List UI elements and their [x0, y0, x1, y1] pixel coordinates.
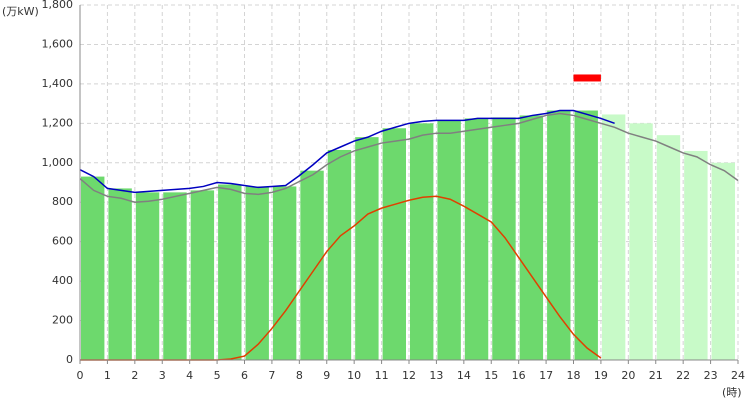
- x-tick-label: 9: [323, 369, 330, 382]
- bar: [464, 118, 489, 361]
- y-tick-label: 800: [52, 195, 73, 208]
- x-tick-label: 15: [484, 369, 498, 382]
- x-tick-label: 19: [594, 369, 608, 382]
- y-tick-label: 1,600: [42, 37, 74, 50]
- y-unit: (万kW): [2, 5, 39, 18]
- x-tick-label: 18: [567, 369, 581, 382]
- bar: [410, 123, 434, 360]
- bar: [218, 184, 242, 360]
- line: [79, 112, 739, 203]
- x-tick-label: 23: [704, 369, 718, 382]
- bar: [108, 188, 132, 360]
- peak-marker: [573, 74, 601, 82]
- x-tick-label: 7: [268, 369, 275, 382]
- x-tick-label: 8: [296, 369, 303, 382]
- x-tick-label: 20: [621, 369, 635, 382]
- x-tick-label: 6: [241, 369, 248, 382]
- bar: [656, 135, 681, 360]
- x-tick-label: 3: [159, 369, 166, 382]
- bar: [163, 192, 187, 360]
- x-tick-label: 2: [131, 369, 138, 382]
- bar: [629, 123, 653, 360]
- y-tick-label: 1,000: [42, 156, 74, 169]
- x-tick-label: 21: [649, 369, 663, 382]
- bar: [711, 162, 735, 360]
- x-tick-label: 24: [731, 369, 745, 382]
- x-tick-label: 10: [347, 369, 361, 382]
- x-tick-label: 22: [676, 369, 690, 382]
- bar: [492, 117, 516, 361]
- bar: [245, 186, 269, 360]
- x-tick-label: 12: [402, 369, 416, 382]
- bar: [601, 114, 626, 360]
- bar: [327, 149, 352, 360]
- y-tick-label: 0: [66, 353, 73, 366]
- x-tick-label: 0: [77, 369, 84, 382]
- y-tick-label: 200: [52, 314, 73, 327]
- x-tick-label: 1: [104, 369, 111, 382]
- x-unit: (時): [722, 386, 742, 399]
- bar: [547, 110, 571, 360]
- x-tick-label: 5: [214, 369, 221, 382]
- bar: [574, 110, 598, 360]
- bar: [684, 150, 708, 360]
- x-tick-label: 11: [375, 369, 389, 382]
- bar: [81, 176, 105, 360]
- y-tick-label: 1,800: [42, 0, 74, 11]
- y-tick-label: 1,400: [42, 77, 74, 90]
- bar: [135, 192, 160, 360]
- bar: [355, 137, 379, 360]
- x-tick-label: 17: [539, 369, 553, 382]
- bar: [382, 128, 406, 360]
- y-tick-label: 400: [52, 274, 73, 287]
- bar: [519, 115, 544, 360]
- x-tick-label: 4: [186, 369, 193, 382]
- x-tick-label: 13: [429, 369, 443, 382]
- bar: [272, 186, 297, 360]
- bar: [437, 120, 461, 360]
- bar: [190, 190, 215, 360]
- x-tick-label: 14: [457, 369, 471, 382]
- y-tick-label: 600: [52, 235, 73, 248]
- x-tick-label: 16: [512, 369, 526, 382]
- y-tick-label: 1,200: [42, 116, 74, 129]
- bar: [300, 170, 324, 360]
- line: [79, 109, 615, 194]
